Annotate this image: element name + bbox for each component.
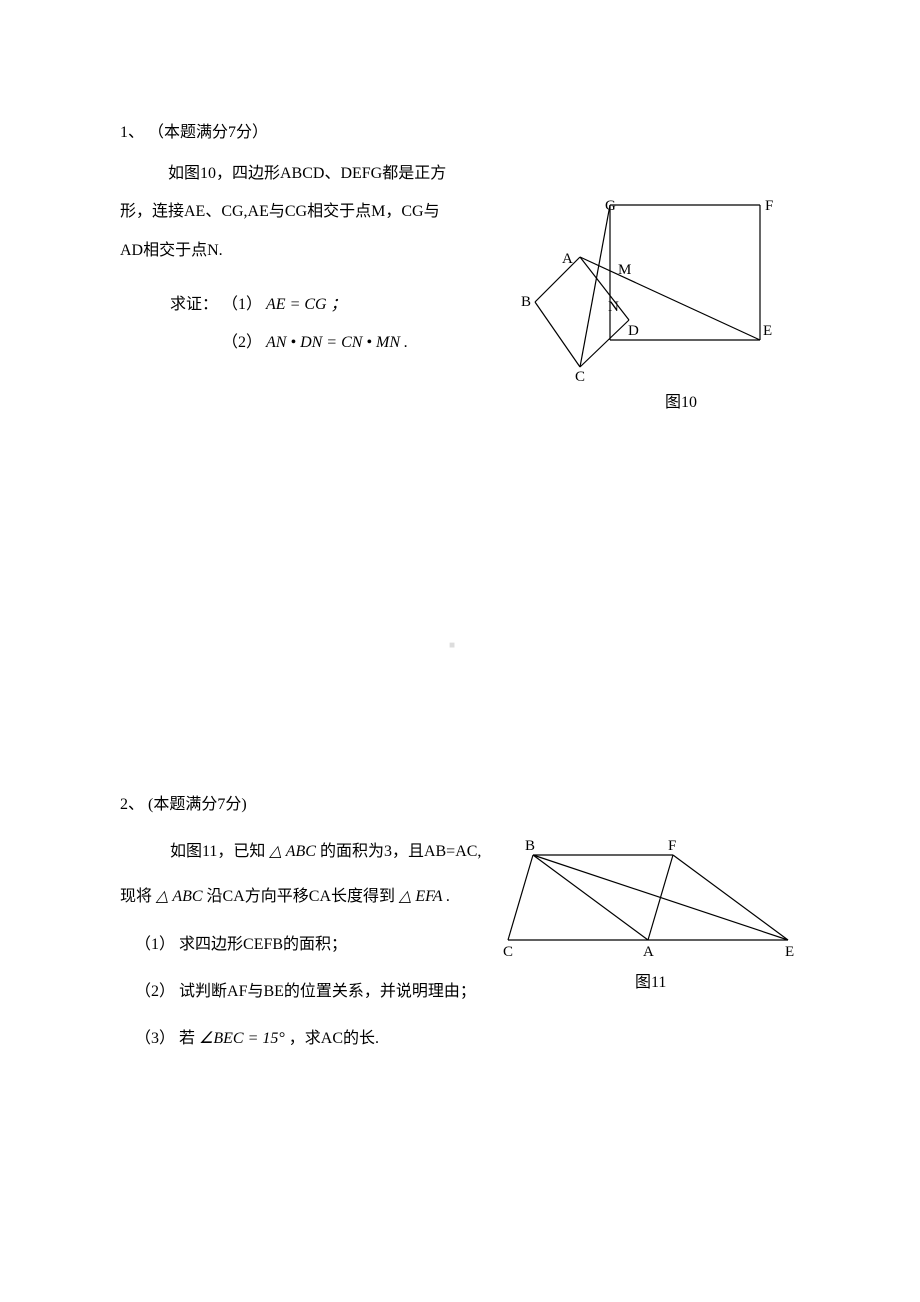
watermark: ■ xyxy=(449,640,455,651)
p2-l2b: 沿CA方向平移CA长度得到 xyxy=(207,888,395,905)
p1-line3: AD相交于点N. xyxy=(120,232,450,270)
caption-11: 图11 xyxy=(635,968,666,992)
p2-line1: 如图11，已知 △ ABC 的面积为3，且AB=AC, xyxy=(170,837,481,861)
svg-text:C: C xyxy=(503,944,513,960)
p2-line2: 现将 △ ABC 沿CA方向平移CA长度得到 △ EFA . xyxy=(120,882,450,906)
problem1-body: 如图10，四边形ABCD、DEFG都是正方 形，连接AE、CG,AE与CG相交于… xyxy=(120,155,450,270)
diagram-10: G F A M B ND E C xyxy=(500,195,800,395)
prove-label: 求证： xyxy=(170,296,218,313)
p1-points: （本题满分7分） xyxy=(148,124,268,141)
p1-prove1: 求证： （1） AE = CG ； xyxy=(170,290,347,314)
p2-number: 2、 xyxy=(120,796,144,813)
q3-angle: ∠BEC = 15° xyxy=(199,1030,285,1047)
svg-text:F: F xyxy=(668,838,676,854)
svg-text:M: M xyxy=(618,262,631,278)
p2-l1a: 如图11，已知 xyxy=(170,843,265,860)
p2-l1b: 的面积为3，且AB=AC, xyxy=(320,843,481,860)
caption-10: 图10 xyxy=(665,388,697,412)
p2-triabc: △ ABC xyxy=(269,843,316,860)
prove1-num: （1） xyxy=(222,296,262,313)
p1-line1: 如图10，四边形ABCD、DEFG都是正方 xyxy=(120,155,450,193)
p1-line2: 形，连接AE、CG,AE与CG相交于点M，CG与 xyxy=(120,193,450,231)
svg-text:B: B xyxy=(525,838,535,854)
p1-prove2: （2） AN • DN = CN • MN . xyxy=(222,328,408,352)
svg-text:C: C xyxy=(575,369,585,385)
svg-text:E: E xyxy=(763,323,772,339)
svg-text:A: A xyxy=(562,251,573,267)
q1-text: 求四边形CEFB的面积； xyxy=(179,936,347,953)
svg-text:N: N xyxy=(608,299,619,315)
q3-b: ，求AC的长. xyxy=(289,1030,379,1047)
q1-num: （1） xyxy=(135,936,175,953)
svg-text:F: F xyxy=(765,198,773,214)
p1-number: 1、 xyxy=(120,124,144,141)
problem1-header: 1、 （本题满分7分） xyxy=(120,118,268,142)
q3-a: 若 xyxy=(179,1030,195,1047)
svg-text:E: E xyxy=(785,944,794,960)
problem2-header: 2、 (本题满分7分) xyxy=(120,790,247,814)
prove1-eq: AE = CG ； xyxy=(266,296,347,313)
svg-text:G: G xyxy=(605,198,616,214)
p2-l2a: 现将 xyxy=(120,888,152,905)
prove2-num: （2） xyxy=(222,334,262,351)
p2-triabc2: △ ABC xyxy=(156,888,203,905)
p2-q3: （3） 若 ∠BEC = 15° ，求AC的长. xyxy=(135,1024,379,1048)
svg-text:D: D xyxy=(628,323,639,339)
p2-q1: （1） 求四边形CEFB的面积； xyxy=(135,930,347,954)
diagram-11: B F C A E xyxy=(478,835,818,965)
prove2-eq: AN • DN = CN • MN . xyxy=(266,334,408,351)
svg-text:A: A xyxy=(643,944,654,960)
q2-text: 试判断AF与BE的位置关系，并说明理由； xyxy=(179,983,476,1000)
svg-text:B: B xyxy=(521,294,531,310)
p2-points: (本题满分7分) xyxy=(148,796,247,813)
q2-num: （2） xyxy=(135,983,175,1000)
p2-triefa: △ EFA . xyxy=(399,888,450,905)
q3-num: （3） xyxy=(135,1030,175,1047)
p2-q2: （2） 试判断AF与BE的位置关系，并说明理由； xyxy=(135,977,476,1001)
